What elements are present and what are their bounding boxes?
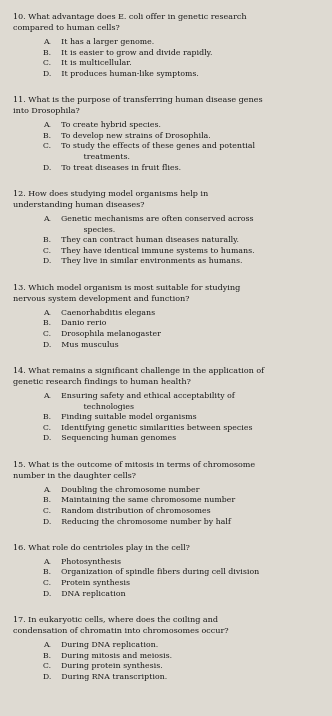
Text: compared to human cells?: compared to human cells? (13, 24, 120, 32)
Text: C.    It is multicellular.: C. It is multicellular. (43, 59, 132, 67)
Text: D.    To treat diseases in fruit flies.: D. To treat diseases in fruit flies. (43, 163, 181, 172)
Text: C.    They have identical immune systems to humans.: C. They have identical immune systems to… (43, 247, 255, 255)
Text: C.    Drosophila melanogaster: C. Drosophila melanogaster (43, 330, 161, 338)
Text: technologies: technologies (56, 402, 134, 410)
Text: D.    DNA replication: D. DNA replication (43, 590, 126, 598)
Text: B.    During mitosis and meiosis.: B. During mitosis and meiosis. (43, 652, 172, 659)
Text: A.    Ensuring safety and ethical acceptability of: A. Ensuring safety and ethical acceptabi… (43, 392, 235, 400)
Text: B.    To develop new strains of Drosophila.: B. To develop new strains of Drosophila. (43, 132, 211, 140)
Text: D.    Sequencing human genomes: D. Sequencing human genomes (43, 435, 176, 442)
Text: 10. What advantage does E. coli offer in genetic research: 10. What advantage does E. coli offer in… (13, 13, 247, 21)
Text: D.    Mus musculus: D. Mus musculus (43, 341, 119, 349)
Text: D.    They live in similar environments as humans.: D. They live in similar environments as … (43, 257, 243, 266)
Text: A.    It has a larger genome.: A. It has a larger genome. (43, 38, 154, 46)
Text: 12. How does studying model organisms help in: 12. How does studying model organisms he… (13, 190, 208, 198)
Text: B.    Organization of spindle fibers during cell division: B. Organization of spindle fibers during… (43, 569, 259, 576)
Text: nervous system development and function?: nervous system development and function? (13, 295, 190, 303)
Text: C.    Random distribution of chromosomes: C. Random distribution of chromosomes (43, 507, 211, 515)
Text: understanding human diseases?: understanding human diseases? (13, 201, 145, 209)
Text: B.    Danio rerio: B. Danio rerio (43, 319, 107, 327)
Text: 13. Which model organism is most suitable for studying: 13. Which model organism is most suitabl… (13, 284, 240, 291)
Text: C.    To study the effects of these genes and potential: C. To study the effects of these genes a… (43, 142, 255, 150)
Text: 16. What role do centrioles play in the cell?: 16. What role do centrioles play in the … (13, 544, 190, 552)
Text: genetic research findings to human health?: genetic research findings to human healt… (13, 378, 191, 386)
Text: D.    During RNA transcription.: D. During RNA transcription. (43, 673, 167, 681)
Text: C.    During protein synthesis.: C. During protein synthesis. (43, 662, 163, 670)
Text: C.    Identifying genetic similarities between species: C. Identifying genetic similarities betw… (43, 424, 253, 432)
Text: treatments.: treatments. (56, 153, 130, 161)
Text: D.    It produces human-like symptoms.: D. It produces human-like symptoms. (43, 69, 199, 78)
Text: 14. What remains a significant challenge in the application of: 14. What remains a significant challenge… (13, 367, 264, 375)
Text: B.    Maintaining the same chromosome number: B. Maintaining the same chromosome numbe… (43, 496, 235, 504)
Text: A.    Photosynthesis: A. Photosynthesis (43, 558, 121, 566)
Text: A.    Caenorhabditis elegans: A. Caenorhabditis elegans (43, 309, 155, 316)
Text: C.    Protein synthesis: C. Protein synthesis (43, 579, 130, 587)
Text: condensation of chromatin into chromosomes occur?: condensation of chromatin into chromosom… (13, 627, 229, 635)
Text: A.    Doubling the chromosome number: A. Doubling the chromosome number (43, 485, 200, 494)
Text: D.    Reducing the chromosome number by half: D. Reducing the chromosome number by hal… (43, 518, 231, 526)
Text: number in the daughter cells?: number in the daughter cells? (13, 472, 136, 480)
Text: A.    During DNA replication.: A. During DNA replication. (43, 641, 158, 649)
Text: species.: species. (56, 226, 116, 233)
Text: B.    It is easier to grow and divide rapidly.: B. It is easier to grow and divide rapid… (43, 49, 213, 57)
Text: B.    They can contract human diseases naturally.: B. They can contract human diseases natu… (43, 236, 239, 244)
Text: 15. What is the outcome of mitosis in terms of chromosome: 15. What is the outcome of mitosis in te… (13, 460, 255, 469)
Text: 17. In eukaryotic cells, where does the coiling and: 17. In eukaryotic cells, where does the … (13, 616, 218, 624)
Text: A.    To create hybrid species.: A. To create hybrid species. (43, 121, 161, 129)
Text: 11. What is the purpose of transferring human disease genes: 11. What is the purpose of transferring … (13, 96, 263, 104)
Text: B.    Finding suitable model organisms: B. Finding suitable model organisms (43, 413, 197, 421)
Text: A.    Genetic mechanisms are often conserved across: A. Genetic mechanisms are often conserve… (43, 215, 254, 223)
Text: into Drosophila?: into Drosophila? (13, 107, 80, 115)
